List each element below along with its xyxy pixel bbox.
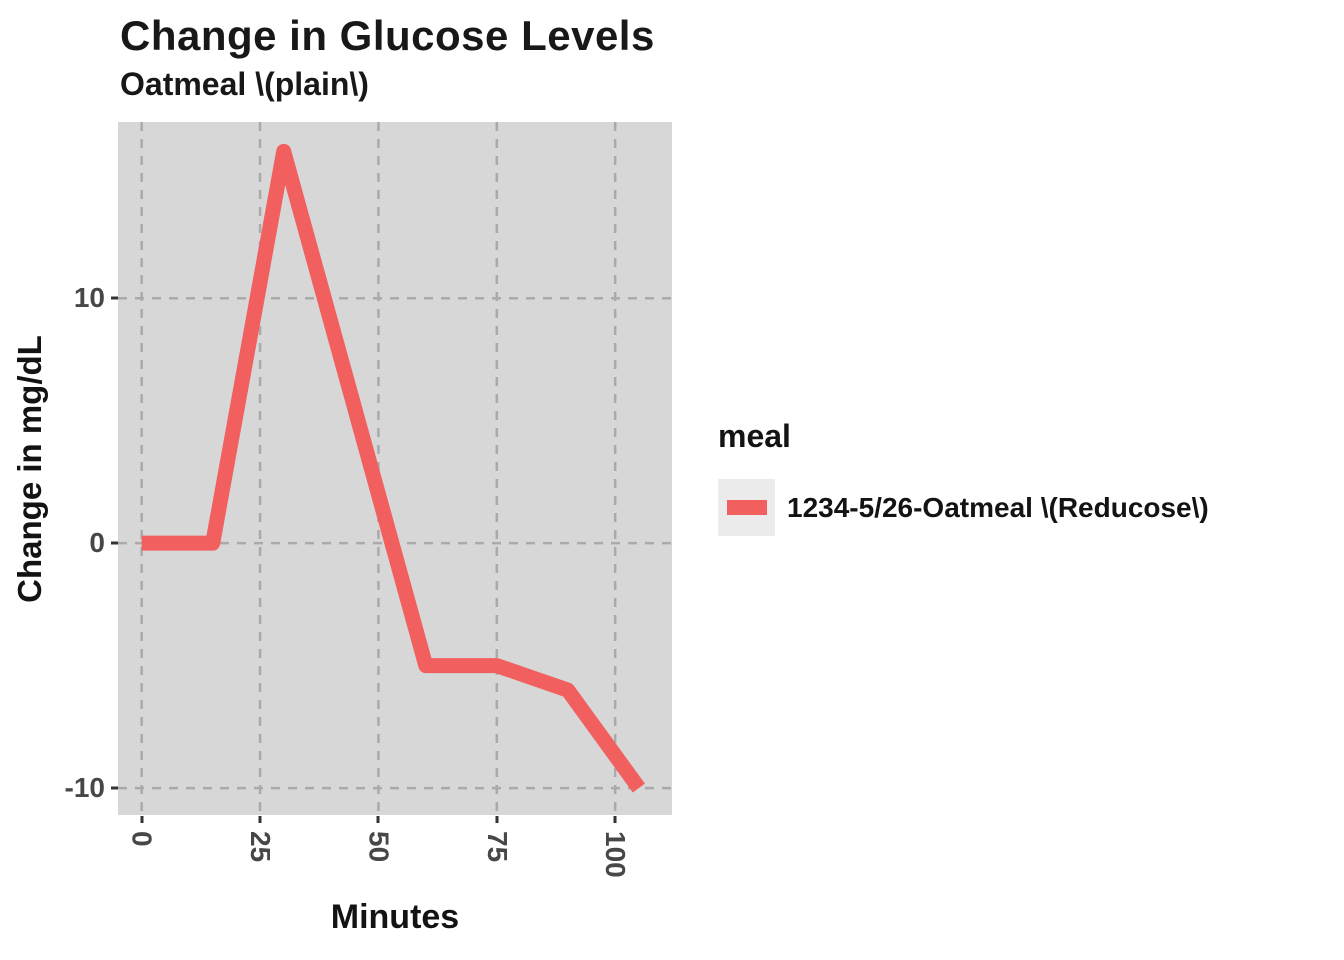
legend-entry: 1234-5/26-Oatmeal \(Reducose\) [718, 479, 1209, 536]
plot-panel [118, 122, 672, 815]
x-tick-mark [258, 816, 262, 823]
y-tick-label: 0 [89, 527, 105, 559]
x-tick-label: 0 [126, 831, 158, 847]
x-tick-label: 50 [363, 831, 395, 863]
y-tick-label: 10 [73, 282, 105, 314]
plot-area [118, 122, 672, 815]
x-tick-mark [613, 816, 617, 823]
y-tick-mark [111, 541, 118, 545]
y-tick-label: -10 [64, 772, 105, 804]
x-tick-mark [140, 816, 144, 823]
chart-subtitle: Oatmeal \(plain\) [120, 66, 369, 102]
y-tick-mark [111, 786, 118, 790]
y-axis-title: Change in mg/dL [11, 334, 49, 603]
x-tick-mark [376, 816, 380, 823]
x-tick-label: 100 [600, 831, 632, 878]
x-tick-label: 25 [245, 831, 277, 863]
legend-title: meal [718, 418, 791, 454]
x-axis-title: Minutes [330, 898, 460, 936]
x-tick-mark [495, 816, 499, 823]
legend-entry-label: 1234-5/26-Oatmeal \(Reducose\) [787, 491, 1209, 523]
legend-key [718, 479, 775, 536]
series-line [141, 143, 645, 793]
chart-title: Change in Glucose Levels [120, 12, 655, 59]
x-tick-label: 75 [481, 831, 513, 863]
y-tick-mark [111, 296, 118, 300]
legend: meal 1234-5/26-Oatmeal \(Reducose\) [718, 418, 1209, 536]
legend-line-swatch [726, 500, 767, 515]
